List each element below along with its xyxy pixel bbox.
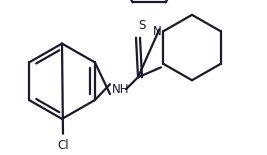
Text: S: S <box>138 19 146 32</box>
Text: NH: NH <box>112 83 129 96</box>
Text: Cl: Cl <box>57 139 69 152</box>
Text: N: N <box>153 25 162 38</box>
